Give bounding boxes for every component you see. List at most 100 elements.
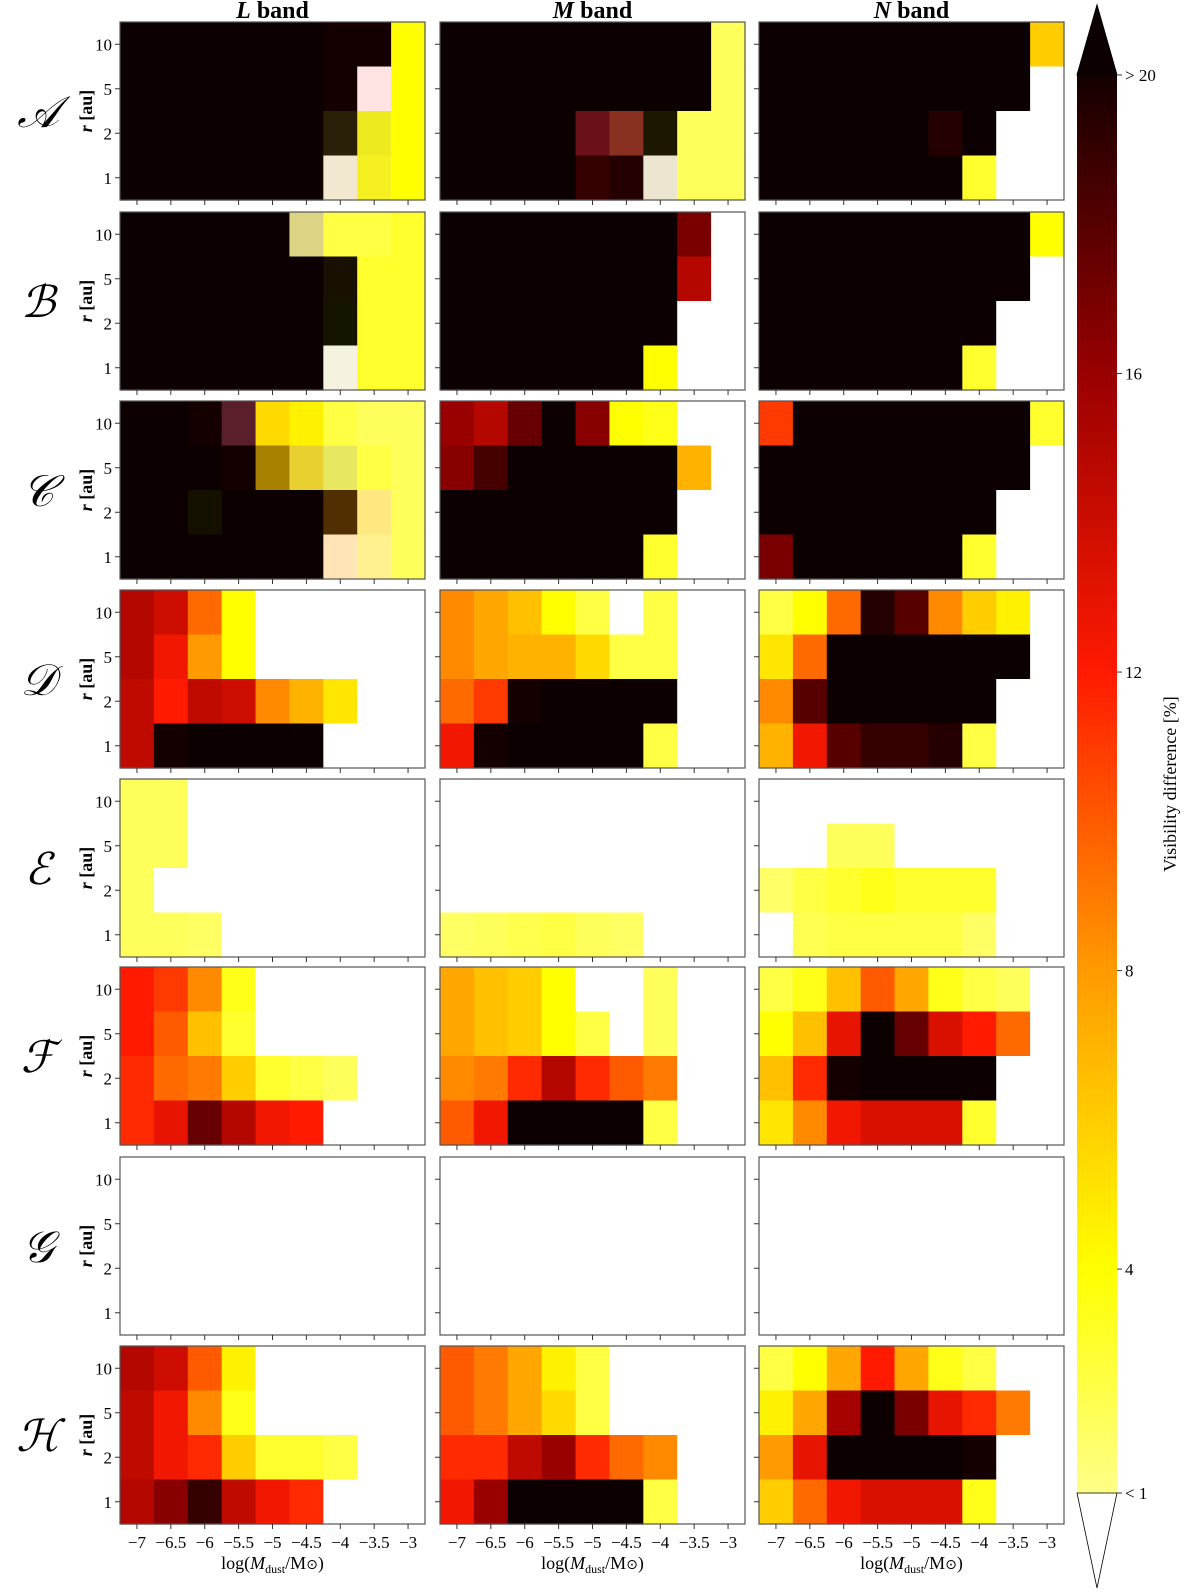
heatmap-cell: [507, 1435, 543, 1481]
y-tick-label: 5: [104, 459, 113, 478]
heatmap-cell: [792, 301, 828, 347]
heatmap-cell: [440, 823, 475, 869]
heatmap-cell: [677, 155, 712, 201]
heatmap-cell: [473, 912, 509, 958]
heatmap-cell: [473, 1011, 509, 1057]
heatmap-cell: [860, 345, 896, 391]
row-label-D: 𝒟: [20, 655, 63, 706]
y-label-unit: [au]: [76, 658, 96, 694]
row-label-H: ℋ: [16, 1411, 66, 1462]
heatmap-cell: [711, 868, 746, 914]
heatmap-cell: [120, 256, 155, 302]
heatmap-cell: [759, 723, 794, 769]
heatmap-cell: [541, 1011, 577, 1057]
heatmap-cell: [391, 779, 426, 825]
heatmap-cell: [187, 823, 223, 869]
heatmap-cell: [221, 590, 257, 636]
heatmap-cell: [826, 22, 862, 68]
heatmap-cell: [826, 445, 862, 491]
heatmap-cell: [609, 823, 644, 869]
heatmap-cell: [391, 155, 426, 201]
heatmap-cell: [677, 967, 712, 1013]
heatmap-cell: [711, 823, 746, 869]
heatmap-cell: [609, 1479, 644, 1525]
heatmap-cell: [289, 490, 324, 536]
heatmap-cell: [391, 823, 426, 869]
colorbar-tick-label: > 20: [1125, 66, 1156, 85]
heatmap-cell: [357, 1011, 392, 1057]
heatmap-cell: [826, 401, 862, 447]
heatmap-cell: [894, 301, 930, 347]
heatmap-cell: [826, 967, 862, 1013]
heatmap-cell: [928, 779, 963, 825]
heatmap-cell: [323, 679, 358, 725]
y-label-unit: [au]: [76, 280, 96, 316]
heatmap-cell: [153, 1390, 189, 1436]
heatmap-cell: [643, 111, 678, 157]
heatmap-cell: [792, 1011, 828, 1057]
heatmap-cell: [759, 1390, 794, 1436]
heatmap-cell: [928, 1479, 963, 1525]
heatmap-cell: [255, 823, 291, 869]
x-label-sun: ⊙: [945, 1557, 957, 1573]
heatmap-cell: [711, 1435, 746, 1481]
heatmap-cell: [711, 1390, 746, 1436]
heatmap-cell: [187, 445, 223, 491]
heatmap-cell: [643, 1479, 678, 1525]
heatmap-cell: [323, 1246, 358, 1292]
panel-F-N: [754, 966, 1065, 1150]
heatmap-cell: [473, 1290, 509, 1336]
heatmap-cell: [120, 1011, 155, 1057]
heatmap-cell: [894, 66, 930, 112]
colorbar-over-arrow: [1076, 3, 1118, 76]
heatmap-cell: [792, 634, 828, 680]
heatmap-cell: [255, 1100, 291, 1146]
y-tick-label: 1: [104, 359, 113, 378]
row-label-F: ℱ: [21, 1032, 63, 1083]
heatmap-cell: [507, 590, 543, 636]
heatmap-cell: [996, 445, 1031, 491]
heatmap-cell: [962, 212, 997, 258]
heatmap-cell: [153, 66, 189, 112]
heatmap-cell: [759, 779, 794, 825]
heatmap-cell: [221, 1390, 257, 1436]
panel-H-L: −7 −6.5 −6 −5.5 −5 −4.5 −4 −3.5 −3 10 5 2 1 log(Mdust…: [95, 1345, 426, 1576]
heatmap-cell: [221, 66, 257, 112]
heatmap-cell: [996, 1290, 1031, 1336]
heatmap-cell: [120, 212, 155, 258]
heatmap-cell: [928, 111, 963, 157]
heatmap-cell: [473, 22, 509, 68]
heatmap-cell: [153, 1056, 189, 1102]
heatmap-cell: [357, 912, 392, 958]
heatmap-cell: [575, 256, 611, 302]
y-label-symbol: r: [76, 1259, 96, 1267]
y-tick-label: 10: [95, 1170, 112, 1189]
heatmap-cell: [323, 1201, 358, 1247]
heatmap-cell: [996, 256, 1031, 302]
heatmap-cell: [996, 1201, 1031, 1247]
heatmap-cell: [255, 256, 291, 302]
heatmap-cell: [541, 155, 577, 201]
x-tick-label: −3.5: [998, 1533, 1029, 1552]
heatmap-cell: [575, 1100, 611, 1146]
heatmap-cell: [575, 590, 611, 636]
panel-D-M: [435, 589, 746, 773]
heatmap-cell: [391, 301, 426, 347]
heatmap-cell: [962, 66, 997, 112]
heatmap-cell: [609, 22, 644, 68]
heatmap-cell: [187, 590, 223, 636]
heatmap-cell: [711, 345, 746, 391]
heatmap-cell: [507, 1479, 543, 1525]
heatmap-cell: [289, 1157, 324, 1203]
heatmap-cell: [826, 490, 862, 536]
heatmap-cell: [473, 1246, 509, 1292]
heatmap-cell: [120, 345, 155, 391]
heatmap-cell: [255, 1290, 291, 1336]
x-tick-label: −5.5: [543, 1533, 574, 1552]
heatmap-cell: [255, 401, 291, 447]
heatmap-cell: [677, 1056, 712, 1102]
heatmap-cell: [643, 723, 678, 769]
heatmap-cell: [440, 1011, 475, 1057]
heatmap-cell: [255, 111, 291, 157]
heatmap-cell: [609, 401, 644, 447]
